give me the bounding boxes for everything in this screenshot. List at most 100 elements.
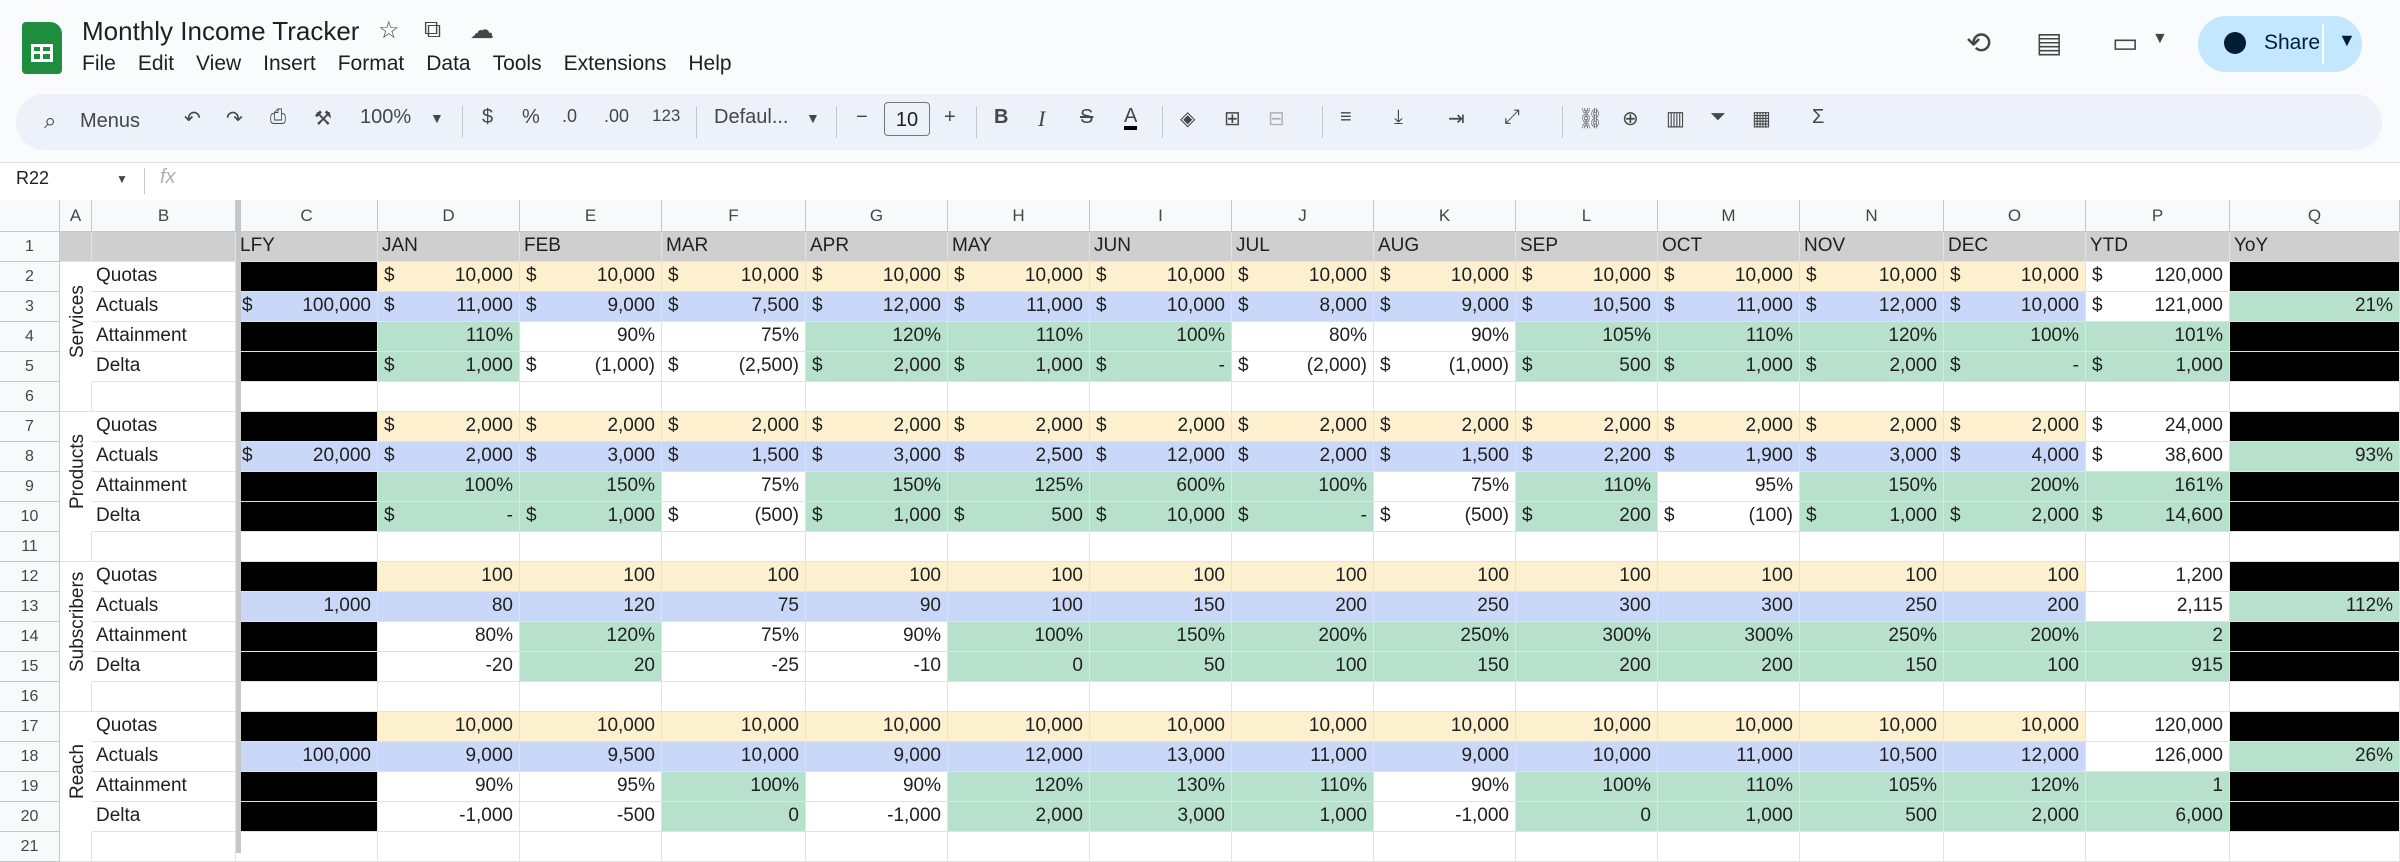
month-value-cell[interactable]: 200 $ [1516, 502, 1658, 532]
ytd-cell[interactable]: 915 [2086, 652, 2230, 682]
row-label[interactable]: Delta [92, 652, 236, 682]
row-label[interactable]: Quotas [92, 712, 236, 742]
month-value-cell[interactable]: 100% [378, 472, 520, 502]
month-value-cell[interactable]: (100) $ [1658, 502, 1800, 532]
month-value-cell[interactable]: 3,000 $ [1800, 442, 1944, 472]
month-value-cell[interactable]: 3,000 [1090, 802, 1232, 832]
month-value-cell[interactable]: 9,000 [378, 742, 520, 772]
lfy-cell[interactable] [236, 472, 378, 502]
yoy-cell[interactable] [2230, 352, 2400, 382]
decrease-font-size-icon[interactable]: − [856, 106, 868, 128]
insert-link-icon[interactable]: ⛓ [1578, 108, 1604, 130]
month-value-cell[interactable]: 95% [1658, 472, 1800, 502]
insert-comment-icon[interactable]: ⊕ [1622, 108, 1639, 130]
month-value-cell[interactable]: 80% [378, 622, 520, 652]
row-header-1[interactable]: 1 [0, 232, 60, 262]
empty-cell[interactable] [1800, 532, 1944, 562]
increase-decimal-button[interactable]: .00 [604, 106, 630, 126]
column-header-c[interactable]: C [236, 200, 378, 232]
empty-cell[interactable] [2086, 382, 2230, 412]
month-value-cell[interactable]: 150 [1374, 652, 1516, 682]
month-value-cell[interactable]: 125% [948, 472, 1090, 502]
ytd-cell[interactable]: 1,000 $ [2086, 352, 2230, 382]
yoy-cell[interactable] [2230, 262, 2400, 292]
month-value-cell[interactable]: 50 [1090, 652, 1232, 682]
month-value-cell[interactable]: 9,000 $ [1374, 292, 1516, 322]
month-value-cell[interactable]: 100 [1944, 652, 2086, 682]
empty-cell[interactable] [806, 682, 948, 712]
empty-cell[interactable] [1658, 832, 1800, 862]
month-value-cell[interactable]: 2,000 $ [1374, 412, 1516, 442]
month-value-cell[interactable]: 100 [948, 592, 1090, 622]
ytd-cell[interactable]: 120,000 [2086, 712, 2230, 742]
column-header-b[interactable]: B [92, 200, 236, 232]
yoy-cell[interactable] [2230, 622, 2400, 652]
month-value-cell[interactable]: 10,000 [1516, 712, 1658, 742]
header-cell[interactable]: MAR [662, 232, 806, 262]
empty-cell[interactable] [1944, 682, 2086, 712]
month-value-cell[interactable]: 2,000 $ [1090, 412, 1232, 442]
header-cell[interactable]: FEB [520, 232, 662, 262]
yoy-cell[interactable] [2230, 562, 2400, 592]
column-header-h[interactable]: H [948, 200, 1090, 232]
month-value-cell[interactable]: 2,000 $ [378, 442, 520, 472]
month-value-cell[interactable]: 110% [1658, 322, 1800, 352]
month-value-cell[interactable]: 150% [1090, 622, 1232, 652]
month-value-cell[interactable]: 300 [1658, 592, 1800, 622]
month-value-cell[interactable]: 100% [1516, 772, 1658, 802]
month-value-cell[interactable]: 1,000 [1232, 802, 1374, 832]
row-header-6[interactable]: 6 [0, 382, 60, 412]
row-header-5[interactable]: 5 [0, 352, 60, 382]
month-value-cell[interactable]: 90% [806, 622, 948, 652]
month-value-cell[interactable]: 2,200 $ [1516, 442, 1658, 472]
text-wrapping-icon[interactable]: ⇥ [1448, 108, 1465, 130]
row-header-8[interactable]: 8 [0, 442, 60, 472]
month-value-cell[interactable]: 10,000 [806, 712, 948, 742]
month-value-cell[interactable]: 2,000 [1944, 802, 2086, 832]
month-value-cell[interactable]: 90% [378, 772, 520, 802]
month-value-cell[interactable]: 11,000 [1232, 742, 1374, 772]
row-label[interactable]: Attainment [92, 472, 236, 502]
empty-cell[interactable] [1658, 382, 1800, 412]
month-value-cell[interactable]: 10,000 $ [1658, 262, 1800, 292]
month-value-cell[interactable]: 10,000 [662, 712, 806, 742]
month-value-cell[interactable]: - $ [1090, 352, 1232, 382]
name-box[interactable]: R22 [16, 168, 50, 188]
empty-cell[interactable] [1090, 382, 1232, 412]
font-size-input[interactable]: 10 [884, 102, 930, 136]
empty-cell[interactable] [1374, 532, 1516, 562]
month-value-cell[interactable]: 9,000 [806, 742, 948, 772]
month-value-cell[interactable]: 1,000 $ [1800, 502, 1944, 532]
month-value-cell[interactable]: 75% [662, 622, 806, 652]
empty-cell[interactable] [1658, 682, 1800, 712]
lfy-cell[interactable] [236, 802, 378, 832]
empty-cell[interactable] [60, 832, 92, 862]
lfy-cell[interactable]: 20,000 $ [236, 442, 378, 472]
ytd-cell[interactable]: 1,200 [2086, 562, 2230, 592]
month-value-cell[interactable]: 10,000 [948, 712, 1090, 742]
month-value-cell[interactable]: (1,000) $ [520, 352, 662, 382]
empty-cell[interactable] [60, 532, 92, 562]
header-cell[interactable] [60, 232, 92, 262]
header-cell[interactable]: JUN [1090, 232, 1232, 262]
ytd-cell[interactable]: 2,115 [2086, 592, 2230, 622]
month-value-cell[interactable]: 200% [1944, 472, 2086, 502]
bold-icon[interactable]: B [994, 106, 1009, 128]
yoy-cell[interactable] [2230, 322, 2400, 352]
yoy-cell[interactable]: 93% [2230, 442, 2400, 472]
month-value-cell[interactable]: 110% [1232, 772, 1374, 802]
month-value-cell[interactable]: 10,000 $ [1374, 262, 1516, 292]
month-value-cell[interactable]: 2,000 $ [1232, 442, 1374, 472]
font-chevron-down-icon[interactable]: ▼ [806, 110, 820, 126]
strikethrough-icon[interactable]: S [1080, 106, 1094, 128]
month-value-cell[interactable]: 1,500 $ [1374, 442, 1516, 472]
menu-insert[interactable]: Insert [263, 52, 316, 75]
column-header-d[interactable]: D [378, 200, 520, 232]
column-header-l[interactable]: L [1516, 200, 1658, 232]
month-value-cell[interactable]: 100 [1374, 562, 1516, 592]
month-value-cell[interactable]: 200 [1944, 592, 2086, 622]
month-value-cell[interactable]: 12,000 $ [806, 292, 948, 322]
menu-tools[interactable]: Tools [492, 52, 542, 75]
month-value-cell[interactable]: 1,000 [1658, 802, 1800, 832]
month-value-cell[interactable]: 200 [1658, 652, 1800, 682]
